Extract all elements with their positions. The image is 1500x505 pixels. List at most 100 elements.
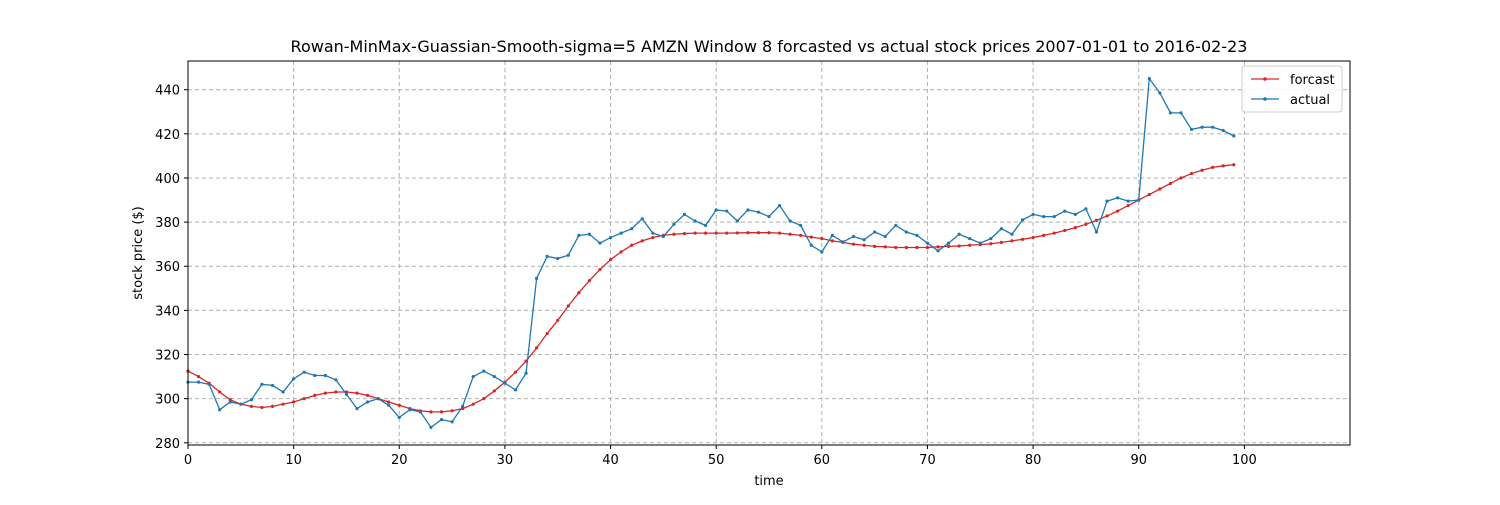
data-point xyxy=(1052,214,1056,219)
legend-marker-forcast xyxy=(1263,77,1267,81)
data-point xyxy=(503,381,507,385)
data-point xyxy=(1020,218,1025,222)
legend-label-forcast: forcast xyxy=(1290,73,1335,88)
data-point xyxy=(651,231,655,235)
data-point xyxy=(535,346,539,350)
data-point xyxy=(513,370,518,374)
data-point xyxy=(439,418,444,422)
data-point xyxy=(429,410,433,414)
data-point xyxy=(1232,163,1236,167)
data-point xyxy=(376,397,380,401)
data-point xyxy=(820,237,824,241)
data-point xyxy=(1147,77,1151,81)
data-point xyxy=(302,370,306,374)
data-point xyxy=(1126,199,1130,203)
data-point xyxy=(566,253,570,257)
series-line-forcast xyxy=(187,164,1234,413)
y-axis-label: stock price ($) xyxy=(131,206,146,300)
data-point xyxy=(957,244,961,248)
data-point xyxy=(1200,168,1204,172)
chart-title: Rowan-MinMax-Guassian-Smooth-sigma=5 AMZ… xyxy=(291,37,1248,56)
y-tick-label: 380 xyxy=(155,216,180,231)
data-point xyxy=(249,404,253,408)
data-point xyxy=(936,245,940,249)
y-tick-label: 320 xyxy=(155,349,180,364)
series-actual xyxy=(186,76,1236,429)
series-forcast xyxy=(186,163,1236,414)
x-tick-label: 90 xyxy=(1130,453,1147,468)
data-point xyxy=(281,390,285,394)
data-point xyxy=(1020,237,1025,241)
data-point xyxy=(661,234,665,239)
data-point xyxy=(313,393,317,397)
data-point xyxy=(408,408,412,412)
x-tick-label: 50 xyxy=(708,453,725,468)
data-point xyxy=(894,223,898,228)
data-point xyxy=(873,230,877,234)
data-point xyxy=(397,403,401,407)
plot-frame xyxy=(187,60,1351,446)
axis-ticks: 0 10 20 30 40 50 60 70 80 90 100 280 300 320 340 360 380… xyxy=(155,84,1257,468)
data-point xyxy=(513,388,518,392)
x-tick-label: 60 xyxy=(814,453,831,468)
data-point xyxy=(704,223,708,228)
data-point xyxy=(883,245,887,249)
data-point xyxy=(978,241,982,245)
data-point xyxy=(672,222,676,226)
data-point xyxy=(746,208,750,212)
data-point xyxy=(756,210,761,214)
x-tick-label: 0 xyxy=(184,453,192,468)
data-point xyxy=(556,256,560,261)
data-point xyxy=(450,420,454,424)
data-point xyxy=(1158,91,1162,95)
data-point xyxy=(1031,212,1035,216)
y-tick-label: 280 xyxy=(155,437,180,452)
data-point xyxy=(545,254,549,258)
data-point xyxy=(788,219,792,223)
data-point xyxy=(936,249,940,253)
x-tick-label: 100 xyxy=(1232,453,1257,468)
data-point xyxy=(862,243,866,247)
legend-box xyxy=(1241,65,1343,113)
data-point xyxy=(1031,235,1035,240)
data-point xyxy=(862,238,866,242)
data-point xyxy=(587,232,592,236)
data-point xyxy=(777,231,782,235)
data-point xyxy=(873,244,877,248)
data-point xyxy=(1126,203,1130,208)
x-tick-label: 70 xyxy=(919,453,936,468)
data-point xyxy=(925,245,930,250)
data-point xyxy=(946,241,951,245)
data-point xyxy=(725,231,729,235)
data-point xyxy=(767,214,771,219)
data-point xyxy=(1094,230,1099,234)
x-tick-label: 80 xyxy=(1025,453,1042,468)
data-point xyxy=(915,245,919,250)
data-point xyxy=(218,390,222,394)
data-point xyxy=(904,230,908,234)
data-point xyxy=(608,258,613,262)
data-point xyxy=(1137,198,1141,202)
x-tick-label: 20 xyxy=(391,453,408,468)
data-point xyxy=(1147,192,1151,197)
data-point xyxy=(1010,239,1014,243)
data-point xyxy=(1211,165,1215,169)
data-point xyxy=(482,397,486,401)
data-point xyxy=(1042,214,1046,219)
data-point xyxy=(397,415,401,420)
data-point xyxy=(598,267,602,272)
data-point xyxy=(693,219,697,223)
data-point xyxy=(714,208,718,212)
y-tick-label: 340 xyxy=(155,304,180,319)
data-point xyxy=(260,405,264,410)
legend: forcast actual xyxy=(1241,65,1343,113)
data-point xyxy=(270,404,275,408)
data-point xyxy=(365,393,370,397)
data-point xyxy=(630,243,634,247)
data-point xyxy=(894,245,898,250)
data-point xyxy=(1168,111,1173,115)
data-point xyxy=(640,239,644,243)
data-point xyxy=(598,241,602,245)
